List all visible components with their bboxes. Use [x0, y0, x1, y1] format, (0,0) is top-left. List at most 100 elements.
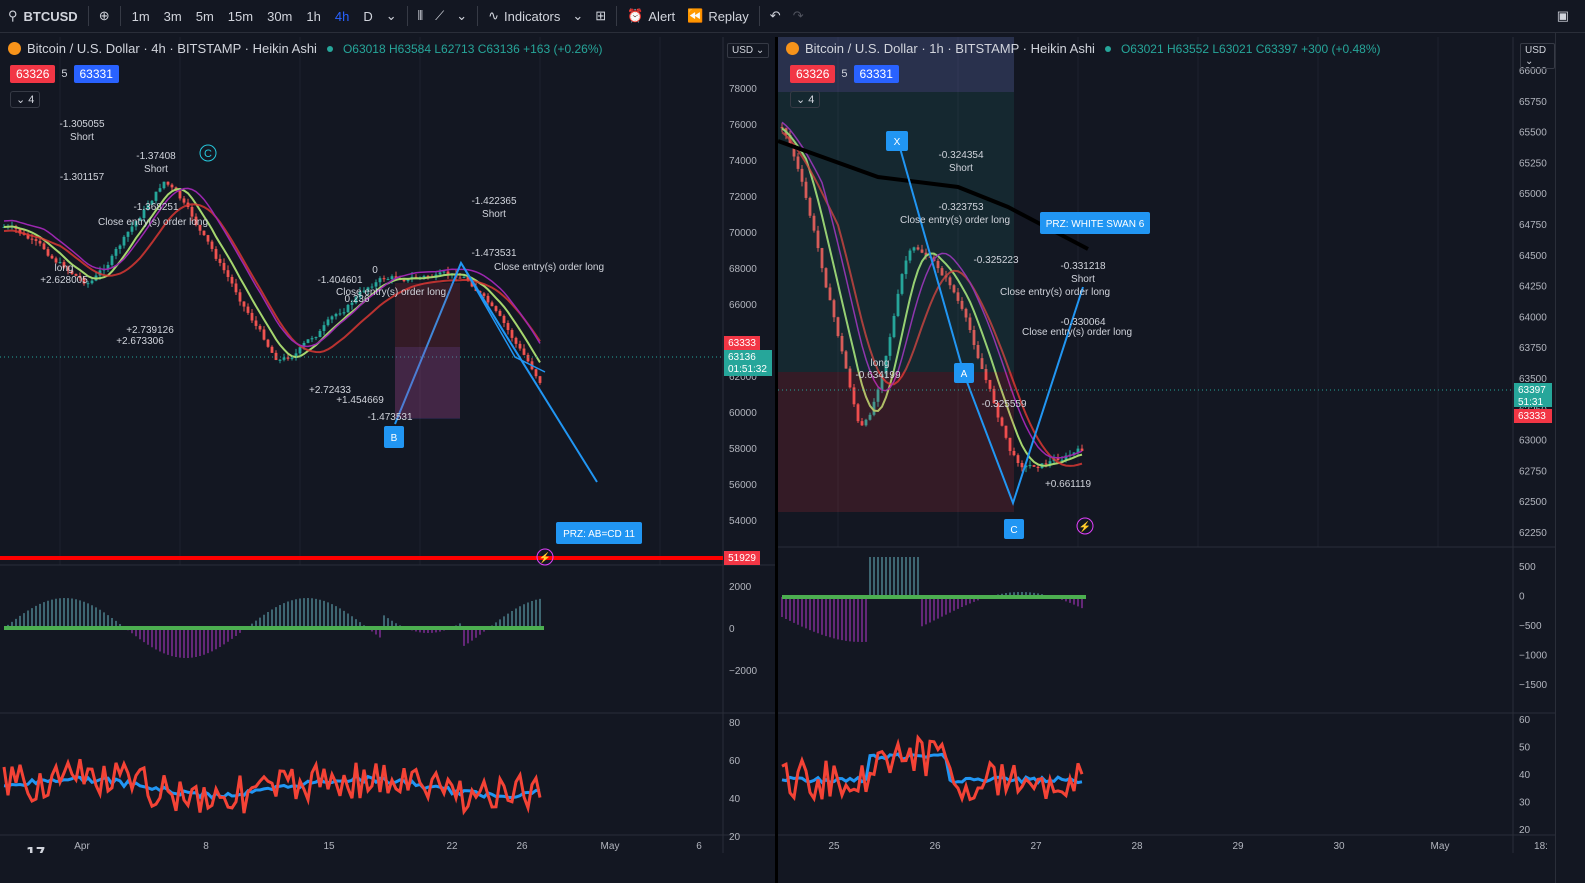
- divider: [87, 6, 89, 26]
- time-tick-label: 25: [828, 841, 840, 852]
- rsi-line: [781, 734, 1084, 804]
- candle-body: [888, 337, 892, 356]
- candle-body: [800, 168, 804, 182]
- candle-body: [270, 346, 274, 353]
- alert-button[interactable]: ⏰ Alert: [621, 0, 681, 32]
- candle-body: [458, 277, 462, 279]
- left-chart-canvas[interactable]: 7800076000740007200070000680006600064000…: [0, 37, 775, 853]
- countdown-label: 01:51:32: [728, 364, 767, 375]
- point-c-label: C: [204, 148, 212, 160]
- sell-price-button[interactable]: 63326: [10, 65, 56, 83]
- trade-annotation: Close entry(s) order long: [900, 215, 1010, 226]
- timeframe-4h[interactable]: 4h: [334, 8, 350, 24]
- candle-body: [206, 235, 210, 242]
- pane-divider[interactable]: [775, 37, 778, 883]
- fib-zone: [395, 283, 460, 418]
- candle-body: [956, 292, 960, 301]
- sidebar-icon: ▣: [1556, 8, 1569, 23]
- right-chart-canvas[interactable]: 66000 65750 65500 65250 65000 64750 64500 64250…: [778, 37, 1555, 853]
- left-chart-pane[interactable]: 7800076000740007200070000680006600064000…: [0, 37, 775, 853]
- candle-body: [828, 287, 832, 301]
- toggle-panel-button[interactable]: ▣: [1551, 0, 1585, 32]
- candle-body: [110, 255, 114, 265]
- bar-style-button[interactable]: ⫴: [412, 0, 429, 32]
- layout-button[interactable]: ⊞: [589, 0, 612, 32]
- chart-type-button[interactable]: ⟋: [429, 0, 450, 32]
- left-symbol-title: Bitcoin / U.S. Dollar · 4h · BITSTAMP · …: [27, 41, 317, 56]
- osc-tick-label: −1000: [1519, 651, 1548, 662]
- lightning-glyph: ⚡: [1079, 520, 1091, 533]
- timeframe-5m[interactable]: 5m: [195, 8, 214, 24]
- plus-circle-icon: ⊕: [98, 8, 110, 23]
- time-tick-label: 30: [1333, 841, 1345, 852]
- candle-body: [26, 234, 30, 239]
- trade-annotation: -1.305055: [59, 119, 104, 130]
- trade-annotation: -0.330064: [1060, 317, 1105, 328]
- candle-body: [916, 247, 920, 250]
- candle-body: [940, 268, 944, 276]
- right-currency-button[interactable]: USD ⌄: [1520, 43, 1555, 69]
- candle-body: [130, 226, 134, 232]
- candle-body: [1008, 437, 1012, 451]
- buy-price-button[interactable]: 63331: [853, 65, 899, 83]
- candle-body: [438, 272, 442, 275]
- candle-body: [302, 342, 306, 348]
- osc-tick-label: −500: [1519, 621, 1542, 632]
- candle-body: [1080, 448, 1084, 451]
- timeframe-dropdown[interactable]: ⌄: [380, 0, 403, 32]
- candle-body: [214, 248, 218, 259]
- candle-body: [70, 270, 74, 274]
- right-chart-pane[interactable]: 66000 65750 65500 65250 65000 64750 64500 64250…: [778, 37, 1555, 853]
- candle-body: [238, 292, 242, 302]
- candle-body: [442, 271, 446, 273]
- rsi-tick-label: 60: [729, 756, 741, 767]
- divider: [477, 6, 479, 26]
- divider: [406, 6, 408, 26]
- timeframe-15m[interactable]: 15m: [227, 8, 254, 24]
- candle-body: [366, 287, 370, 291]
- lightning-icon[interactable]: [536, 548, 554, 566]
- indicators-button[interactable]: ∿ Indicators: [482, 0, 566, 32]
- right-symbol-title: Bitcoin / U.S. Dollar · 1h · BITSTAMP · …: [805, 41, 1095, 56]
- time-tick-label: Apr: [74, 841, 90, 852]
- timeframe-D[interactable]: D: [363, 8, 373, 24]
- moving-average-line: [3, 187, 541, 363]
- candle-body: [330, 316, 334, 320]
- undo-button[interactable]: ↶: [764, 0, 787, 32]
- left-indicator-toggle[interactable]: ⌄ 4: [10, 91, 41, 108]
- timeframe-1h[interactable]: 1h: [306, 8, 321, 24]
- candle-body: [1012, 450, 1016, 456]
- candle-body: [462, 276, 466, 278]
- candle-body: [166, 181, 170, 185]
- trade-annotation: +1.454669: [336, 395, 384, 406]
- timeframe-1m[interactable]: 1m: [131, 8, 150, 24]
- candle-body: [912, 247, 916, 251]
- redo-button[interactable]: ↷: [787, 0, 810, 32]
- chart-type-dropdown[interactable]: ⌄: [450, 0, 473, 32]
- point-b-label: B: [391, 433, 398, 444]
- timeframe-30m[interactable]: 30m: [267, 8, 293, 24]
- candle-body: [494, 306, 498, 311]
- trade-annotation: Short: [949, 163, 973, 174]
- buy-price-button[interactable]: 63331: [73, 65, 119, 83]
- lightning-icon[interactable]: [1076, 517, 1094, 535]
- sell-price-button[interactable]: 63326: [790, 65, 836, 83]
- candle-body: [526, 354, 530, 362]
- trade-annotation: +2.628005: [40, 275, 88, 286]
- replay-button[interactable]: ⏪ Replay: [681, 0, 755, 32]
- timeframe-3m[interactable]: 3m: [163, 8, 182, 24]
- rsi-tick-label: 50: [1519, 743, 1531, 754]
- compare-add-button[interactable]: ⊕: [93, 0, 116, 32]
- candle-body: [482, 293, 486, 296]
- trade-annotation: 0: [372, 265, 378, 276]
- left-currency-button[interactable]: USD ⌄: [727, 43, 770, 58]
- candle-body: [134, 221, 138, 227]
- candle-body: [90, 280, 94, 284]
- indicators-dropdown[interactable]: ⌄: [566, 0, 589, 32]
- right-indicator-toggle[interactable]: ⌄ 4: [790, 91, 821, 108]
- trade-annotation: Close entry(s) order long: [98, 217, 208, 228]
- candle-body: [924, 252, 928, 257]
- symbol-search[interactable]: ⚲ BTCUSD: [0, 0, 84, 32]
- bitcoin-logo-icon: [786, 42, 799, 55]
- right-legend: Bitcoin / U.S. Dollar · 1h · BITSTAMP · …: [786, 41, 1380, 56]
